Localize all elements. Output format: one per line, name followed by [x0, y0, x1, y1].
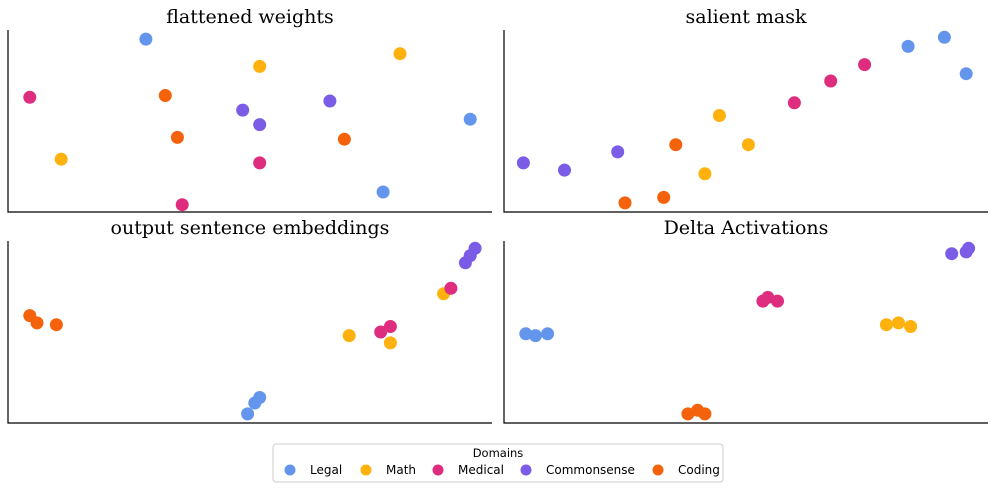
data-point-math — [698, 167, 712, 181]
points-group — [516, 30, 973, 210]
data-point-coding — [49, 318, 63, 332]
panel-title: output sentence embeddings — [111, 217, 390, 239]
data-point-legal — [901, 39, 915, 53]
legend-entry-medical: Medical — [432, 463, 504, 477]
data-point-coding — [698, 407, 712, 421]
data-point-legal — [376, 185, 390, 199]
legend-entry-coding: Coding — [652, 463, 720, 477]
data-point-commonsense — [236, 103, 250, 117]
data-point-legal — [959, 67, 973, 81]
legend-entry-math: Math — [360, 463, 416, 477]
legend-entry-commonsense: Commonsense — [520, 463, 635, 477]
data-point-math — [892, 316, 905, 330]
data-point-math — [54, 152, 68, 166]
data-point-medical — [383, 320, 397, 333]
panel-title: salient mask — [686, 6, 807, 28]
data-point-medical — [253, 156, 267, 170]
data-point-medical — [858, 58, 872, 72]
data-point-commonsense — [558, 163, 571, 177]
legend-frame — [272, 443, 724, 483]
data-point-medical — [374, 325, 388, 339]
data-point-math — [383, 336, 397, 350]
data-point-coding — [30, 316, 44, 330]
points-group — [23, 241, 482, 421]
data-point-medical — [23, 90, 37, 104]
data-point-medical — [787, 96, 801, 110]
data-point-commonsense — [611, 145, 625, 159]
data-point-legal — [463, 112, 477, 126]
legend-marker — [284, 464, 296, 476]
data-point-commonsense — [323, 94, 337, 108]
data-point-math — [904, 320, 918, 333]
axes-spines — [503, 30, 988, 213]
points-group — [23, 32, 477, 212]
data-point-medical — [824, 74, 838, 88]
data-point-coding — [657, 190, 671, 204]
legend-marker — [520, 464, 532, 476]
data-point-commonsense — [468, 241, 482, 255]
data-point-coding — [618, 196, 632, 210]
axes-spines — [7, 30, 492, 213]
data-point-legal — [937, 30, 951, 44]
legend-label: Commonsense — [546, 463, 635, 477]
panel-title: Delta Activations — [664, 217, 829, 239]
data-point-legal — [241, 407, 255, 421]
panel-title: flattened weights — [166, 6, 334, 28]
data-point-medical — [444, 281, 458, 295]
data-point-legal — [541, 327, 555, 341]
data-point-math — [253, 59, 267, 73]
data-point-medical — [771, 294, 784, 308]
axes-spines — [7, 241, 492, 424]
points-group — [519, 241, 976, 421]
data-point-math — [393, 47, 407, 61]
data-point-coding — [158, 89, 172, 102]
data-point-legal — [519, 327, 533, 341]
legend-label: Math — [386, 463, 416, 477]
legend-label: Legal — [310, 463, 342, 477]
data-point-legal — [139, 32, 153, 46]
legend-marker — [360, 464, 372, 476]
data-point-legal — [529, 329, 542, 343]
data-point-commonsense — [962, 241, 976, 255]
data-point-commonsense — [945, 247, 959, 261]
data-point-commonsense — [516, 156, 530, 170]
data-point-math — [712, 109, 726, 122]
legend-label: Medical — [458, 463, 504, 477]
data-point-coding — [337, 132, 351, 146]
data-point-commonsense — [253, 118, 267, 132]
data-point-math — [879, 318, 893, 332]
data-point-legal — [253, 391, 267, 404]
axes-spines — [503, 241, 988, 424]
data-point-medical — [175, 198, 189, 212]
legend-marker — [432, 464, 444, 476]
data-point-math — [741, 138, 755, 152]
data-point-coding — [669, 138, 683, 152]
panel-flattened-weights: flattened weights — [7, 6, 492, 213]
panel-salient-mask: salient mask — [503, 6, 988, 213]
legend: Domains Legal Math Medical Commonsense C… — [272, 443, 724, 483]
data-point-coding — [170, 130, 184, 144]
legend-marker — [652, 464, 664, 476]
panel-output-sentence-embeddings: output sentence embeddings — [7, 217, 492, 424]
legend-title: Domains — [473, 446, 524, 460]
legend-entry-legal: Legal — [284, 463, 342, 477]
panel-delta-activations: Delta Activations — [503, 217, 988, 424]
data-point-math — [342, 329, 356, 343]
legend-label: Coding — [678, 463, 720, 477]
